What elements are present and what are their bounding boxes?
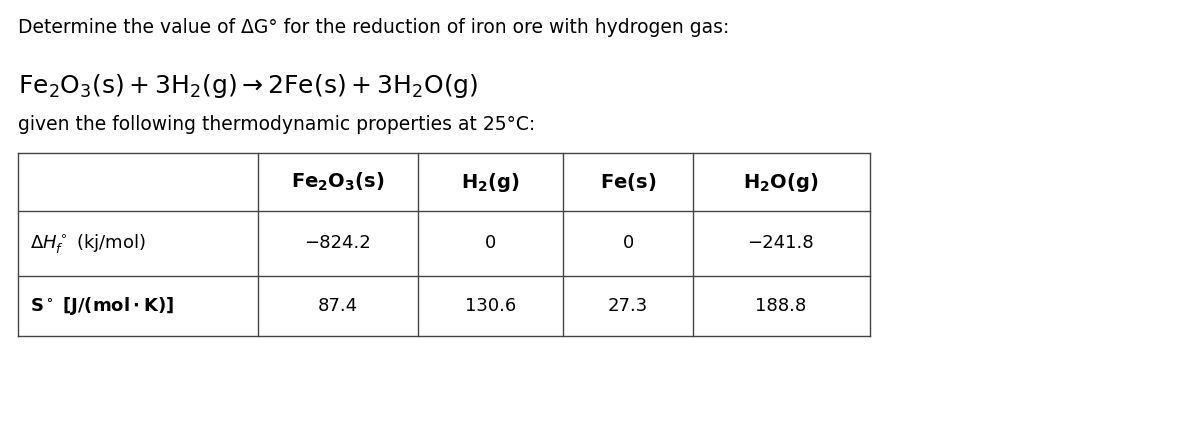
- Text: 0: 0: [485, 234, 496, 252]
- Text: 0: 0: [623, 234, 634, 252]
- Text: 130.6: 130.6: [464, 297, 516, 315]
- Text: $\mathbf{Fe(s)}$: $\mathbf{Fe(s)}$: [600, 171, 656, 193]
- Text: $\mathbf{H_2(g)}$: $\mathbf{H_2(g)}$: [461, 170, 520, 194]
- Text: −241.8: −241.8: [748, 234, 814, 252]
- Text: 87.4: 87.4: [318, 297, 358, 315]
- Text: 27.3: 27.3: [608, 297, 648, 315]
- Text: $\mathregular{Fe_2O_3(s)+3H_2(g)\rightarrow 2Fe(s)+3H_2O(g)}$: $\mathregular{Fe_2O_3(s)+3H_2(g)\rightar…: [18, 72, 479, 100]
- Text: $\Delta H_f^\circ\ \mathrm{(kj/mol)}$: $\Delta H_f^\circ\ \mathrm{(kj/mol)}$: [30, 232, 145, 255]
- Text: Determine the value of ΔG° for the reduction of iron ore with hydrogen gas:: Determine the value of ΔG° for the reduc…: [18, 18, 730, 37]
- Text: −824.2: −824.2: [305, 234, 371, 252]
- Text: $\mathbf{H_2O(g)}$: $\mathbf{H_2O(g)}$: [743, 170, 818, 194]
- Text: $\mathbf{S^\circ\ [J/(mol \cdot K)]}$: $\mathbf{S^\circ\ [J/(mol \cdot K)]}$: [30, 295, 174, 317]
- Text: given the following thermodynamic properties at 25°C:: given the following thermodynamic proper…: [18, 115, 535, 134]
- Text: $\mathbf{Fe_2O_3(s)}$: $\mathbf{Fe_2O_3(s)}$: [292, 171, 385, 193]
- Text: 188.8: 188.8: [755, 297, 806, 315]
